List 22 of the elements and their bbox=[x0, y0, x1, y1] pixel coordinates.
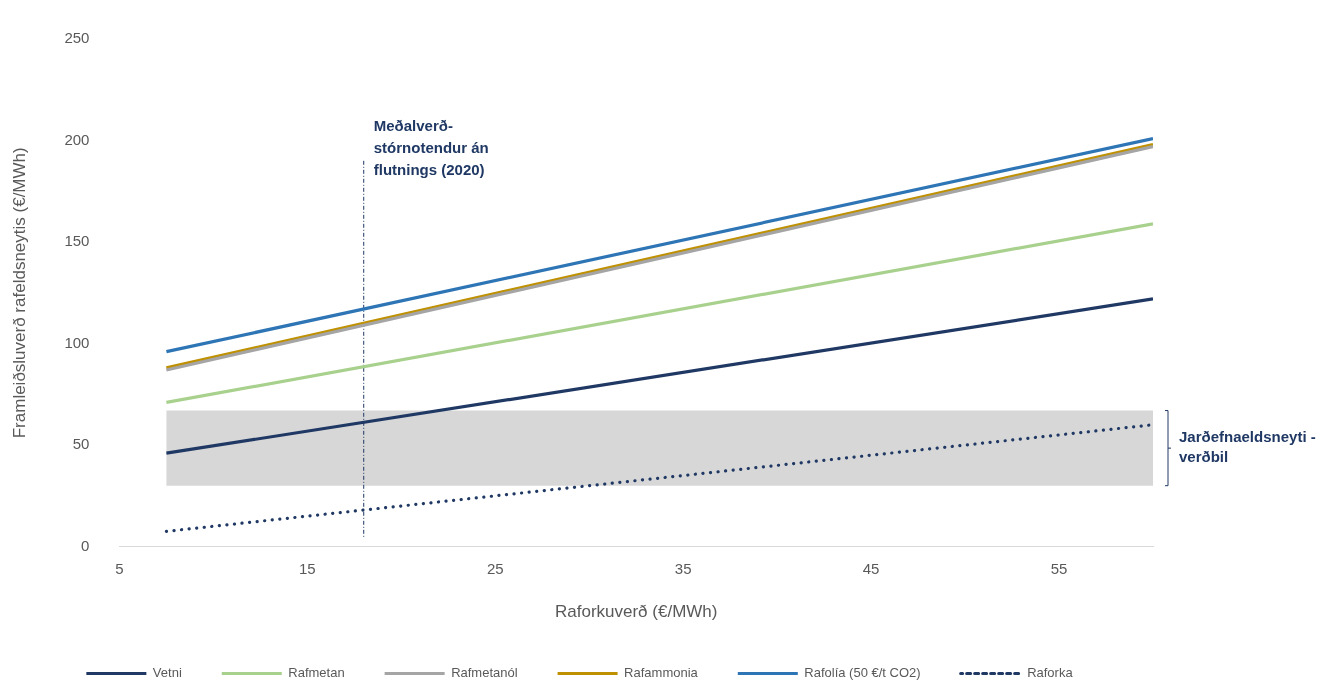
legend-label: Vetni bbox=[152, 665, 182, 681]
legend-label: Raforka bbox=[1027, 665, 1074, 681]
band-label: Jarðefnaeldsneyti - verðbil bbox=[1179, 428, 1316, 466]
x-axis-title: Raforkuverð (€/MWh) bbox=[554, 602, 718, 622]
x-tick-label: 35 bbox=[674, 559, 692, 577]
x-tick-label: 55 bbox=[1050, 559, 1068, 577]
y-tick-label: 150 bbox=[64, 232, 90, 250]
x-tick-label: 15 bbox=[299, 559, 316, 577]
y-tick-label: 200 bbox=[64, 130, 90, 148]
legend-label: Rafolía (50 €/t CO2) bbox=[804, 665, 921, 681]
y-axis-title: Framleiðsluverð rafeldsneytis (€/MWh) bbox=[9, 147, 29, 439]
y-tick-label: 250 bbox=[64, 29, 90, 47]
x-tick-label: 45 bbox=[862, 559, 880, 577]
y-tick-label: 50 bbox=[72, 435, 90, 453]
x-tick-label: 5 bbox=[115, 559, 124, 577]
y-tick-label: 0 bbox=[81, 536, 90, 554]
y-tick-label: 100 bbox=[64, 333, 90, 351]
ref-line-label: Meðalverð- stórnotendur án flutnings (2020) bbox=[373, 116, 489, 178]
x-tick-label: 25 bbox=[486, 559, 504, 577]
legend-label: Rafammonia bbox=[624, 665, 699, 681]
legend-label: Rafmetanól bbox=[451, 665, 518, 681]
legend-label: Rafmetan bbox=[288, 665, 345, 681]
